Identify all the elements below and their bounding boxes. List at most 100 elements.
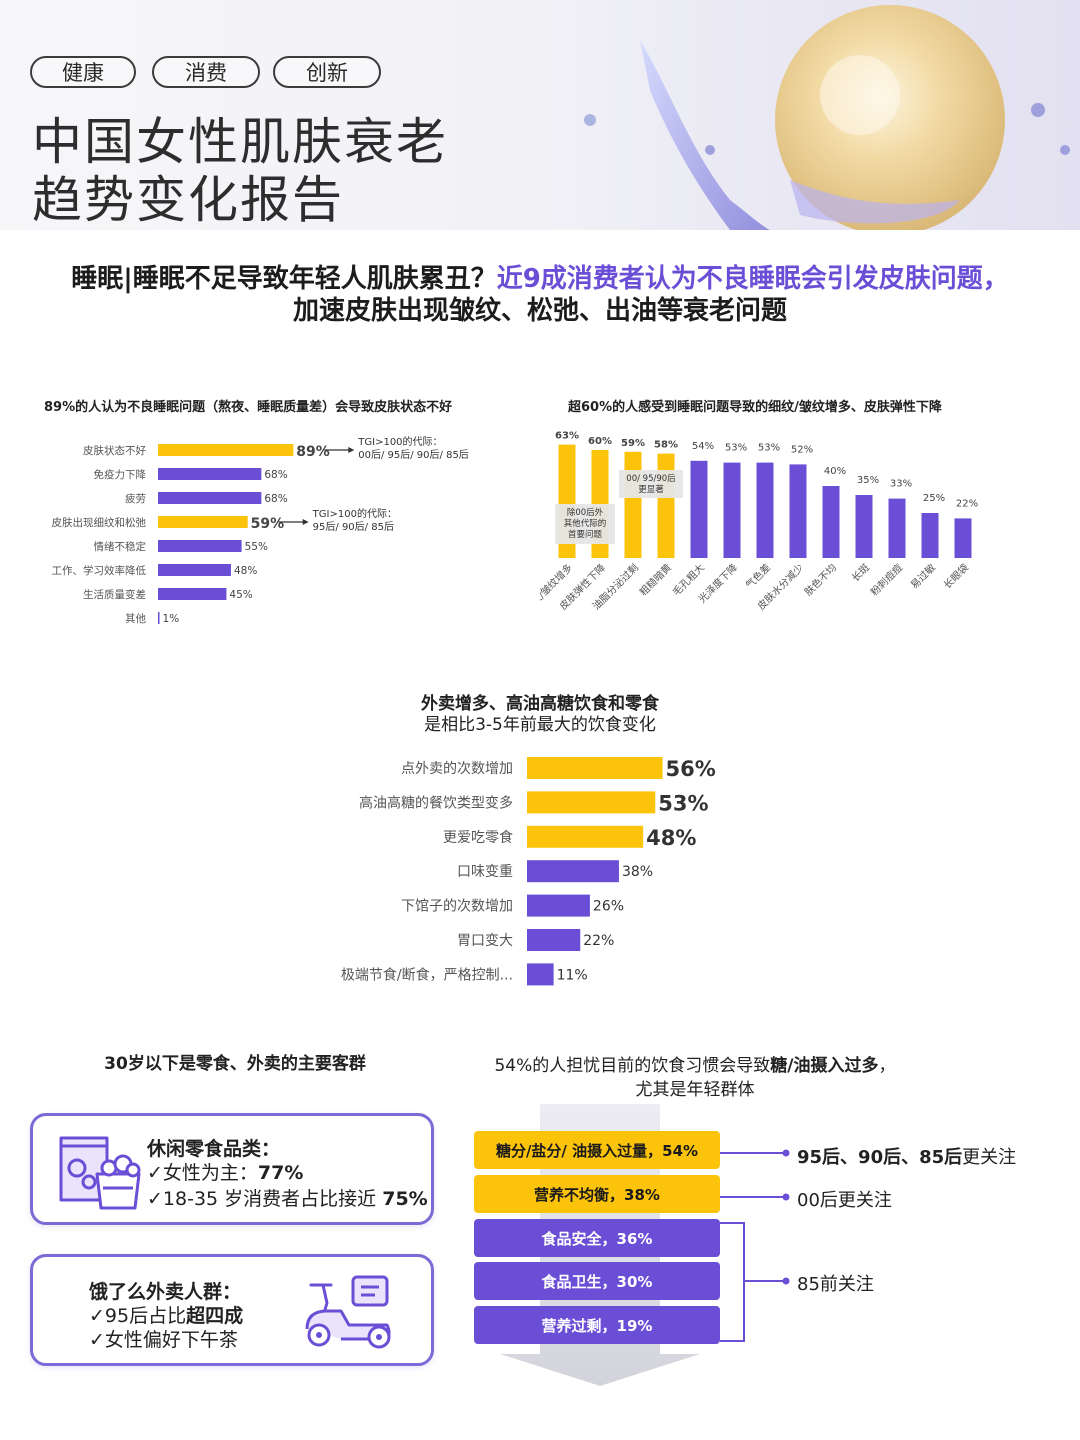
chart3-category-label: 下馆子的次数增加: [401, 899, 513, 915]
chart1-annotation-text: 95后/ 90后/ 85后: [313, 521, 394, 533]
chart1-value-label: 68%: [264, 493, 287, 505]
worry-item-food-safety: 食品安全，36%: [474, 1219, 720, 1257]
chart2-annotation-text: 更显著: [638, 484, 664, 495]
chart2-annotation-text: 首要问题: [568, 529, 603, 540]
chart3-value-label: 53%: [658, 791, 708, 815]
chart1-category-label: 免疫力下降: [94, 468, 147, 481]
report-title-line1: 中国女性肌肤衰老: [32, 113, 448, 171]
chart2-category-label: 长斑: [849, 561, 872, 584]
chart3-category-label: 胃口变大: [457, 933, 513, 949]
worries-title-suffix: ，: [878, 1056, 896, 1076]
worries-subtitle: 尤其是年轻群体: [635, 1080, 755, 1100]
chart2-value-label: 63%: [555, 431, 579, 442]
consumers-title: 30岁以下是零食、外卖的主要客群: [104, 1054, 366, 1074]
chart1-bar: [158, 612, 160, 624]
worries-title-prefix: 54%的人担忧目前的饮食习惯会导致: [494, 1056, 771, 1076]
chart2-value-label: 53%: [758, 443, 780, 454]
snack-line2-value: 75%: [382, 1188, 428, 1210]
chart-skin-problems: 63%细纹/皱纹增多60%皮肤弹性下降59%油脂分泌过剩58%粗糙暗黄54%毛孔…: [540, 431, 978, 615]
chart3-category-label: 更爱吃零食: [443, 829, 513, 846]
chart1-category-label: 皮肤状态不好: [83, 444, 146, 457]
chart2-category-label: 气色差: [743, 561, 773, 591]
concern-pre85: 85前关注: [797, 1274, 874, 1295]
chart2-annotation-text: 除00后外: [567, 507, 604, 518]
delivery-line1-value: 超四成: [186, 1305, 244, 1327]
chart2-annotation-box: [555, 504, 615, 544]
chart-diet-changes: 点外卖的次数增加 56% 高油高糖的餐饮类型变多 53% 更爱吃零食 48% 口味变重 38%…: [341, 757, 716, 986]
delivery-card: 饿了么外卖人群： ✓95后占比超四成 ✓女性偏好下午茶: [30, 1254, 434, 1366]
tag-consumption[interactable]: 消费: [152, 56, 260, 88]
worry-connector-lines: [720, 1149, 790, 1342]
delivery-heading: 饿了么外卖人群：: [89, 1281, 242, 1303]
chart2-bar: [921, 513, 939, 558]
chart1-bar: [158, 516, 248, 528]
chart1-category-label: 其他: [125, 612, 146, 625]
snack-heading: 休闲零食品类：: [147, 1138, 281, 1160]
chart3-bar: [527, 963, 554, 986]
chart3-category-label: 口味变重: [457, 864, 513, 880]
chart1-value-label: 45%: [229, 589, 252, 601]
chart1-value-label: 68%: [264, 469, 287, 481]
chart2-bar: [690, 460, 708, 558]
chart3-value-label: 11%: [557, 967, 588, 983]
chart1-category-label: 皮肤出现细纹和松弛: [52, 516, 147, 529]
delivery-line1: ✓95后占比超四成: [89, 1303, 243, 1329]
concern-post95-rest: 更关注: [962, 1147, 1017, 1168]
chart1-title: 89%的人认为不良睡眠问题（熬夜、睡眠质量差）会导致皮肤状态不好: [44, 400, 453, 415]
worry-item-food-hygiene: 食品卫生，30%: [474, 1262, 720, 1300]
chart1-value-label: 48%: [234, 565, 257, 577]
chart2-value-label: 22%: [956, 498, 978, 509]
chart1-annotation-arrow: [348, 447, 355, 453]
header-banner: 健康 消费 创新 中国女性肌肤衰老 趋势变化报告: [0, 0, 1080, 230]
chart2-value-label: 33%: [890, 479, 912, 490]
chart2-annotation-text: 其他代际的: [564, 518, 607, 529]
chart1-annotation-text: TGI>100的代际：: [312, 507, 397, 520]
chart1-category-label: 生活质量变差: [83, 588, 146, 601]
chart2-value-label: 58%: [654, 440, 678, 451]
chart2-bar: [954, 518, 972, 558]
chart2-category-label: 肤色不均: [802, 561, 839, 598]
chart1-bar: [158, 540, 242, 552]
delivery-line2: ✓女性偏好下午茶: [89, 1329, 238, 1351]
delivery-line1-prefix: ✓95后占比: [89, 1305, 187, 1327]
water-splash-illustration: [584, 5, 1070, 230]
chart3-bar: [527, 757, 663, 779]
concern-post95: 95后、90后、85后更关注: [797, 1143, 1016, 1169]
worry-item-nutrition-imbalance: 营养不均衡，38%: [474, 1175, 720, 1213]
chart2-bar: [624, 451, 642, 558]
delivery-scooter-icon: [305, 1275, 391, 1349]
chart3-value-label: 56%: [666, 757, 716, 781]
chart2-category-label: 粉刺痘痘: [868, 561, 905, 598]
chart1-value-label: 89%: [296, 444, 330, 460]
worry-item-over-nutrition: 营养过剩，19%: [474, 1306, 720, 1344]
chart1-value-label: 1%: [163, 613, 180, 625]
chart2-value-label: 40%: [824, 466, 846, 477]
snack-card: 休闲零食品类： ✓女性为主：77% ✓18-35 岁消费者占比接近 75%: [30, 1113, 434, 1225]
tag-innovation[interactable]: 创新: [273, 56, 381, 88]
chart1-annotation-arrow: [302, 519, 309, 525]
chart1-bar: [158, 564, 231, 576]
chart1-category-label: 工作、学习效率降低: [52, 564, 147, 577]
chart2-value-label: 54%: [692, 441, 714, 452]
chart1-bar: [158, 468, 262, 480]
chart2-bar: [888, 498, 906, 558]
chart2-value-label: 25%: [923, 493, 945, 504]
chart2-bar: [789, 464, 807, 558]
snack-line1-prefix: ✓女性为主：: [147, 1162, 258, 1184]
tag-health[interactable]: 健康: [30, 56, 136, 88]
chart1-category-label: 疲劳: [125, 492, 146, 505]
chart3-bar: [527, 791, 656, 814]
chart1-bar: [158, 492, 262, 504]
worries-title: 54%的人担忧目前的饮食习惯会导致糖/油摄入过多，: [470, 1055, 920, 1077]
chart3-title: 外卖增多、高油高糖饮食和零食: [421, 694, 659, 714]
snack-line2: ✓18-35 岁消费者占比接近 75%: [147, 1186, 428, 1212]
chart2-value-label: 52%: [791, 444, 813, 455]
chart1-value-label: 59%: [251, 516, 285, 532]
chart3-bar: [527, 894, 590, 917]
chart2-category-label: 易过敏: [908, 561, 938, 591]
chart2-value-label: 35%: [857, 475, 879, 486]
chart2-value-label: 53%: [725, 443, 747, 454]
chart1-bar: [158, 588, 227, 600]
chart3-category-label: 高油高糖的餐饮类型变多: [359, 794, 513, 811]
chart2-bar: [657, 453, 675, 558]
